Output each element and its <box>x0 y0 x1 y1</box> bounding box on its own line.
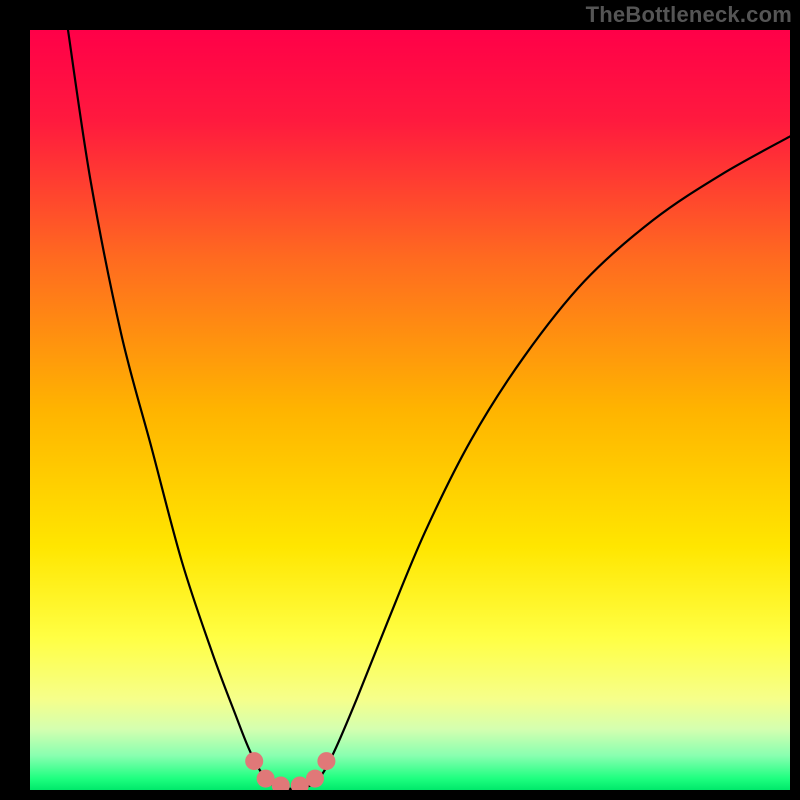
gradient-background <box>30 30 790 790</box>
marker-dot <box>245 752 263 770</box>
watermark-text: TheBottleneck.com <box>586 2 792 28</box>
marker-dot <box>317 752 335 770</box>
plot-area <box>30 30 790 790</box>
marker-dot <box>306 770 324 788</box>
chart-svg <box>30 30 790 790</box>
chart-container: TheBottleneck.com <box>0 0 800 800</box>
